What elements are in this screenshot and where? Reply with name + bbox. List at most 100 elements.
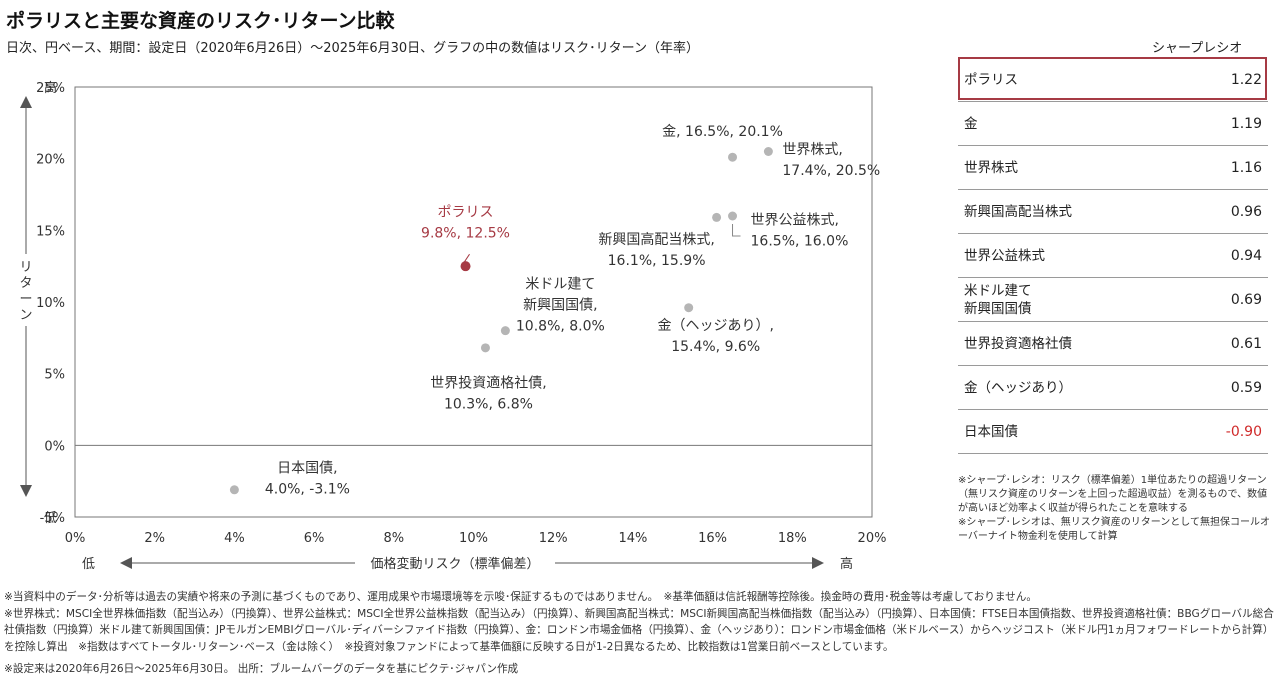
sharpe-row-name: ポラリス [964,71,1018,88]
point-label: 世界公益株式, [751,213,839,229]
sharpe-row-name: 世界公益株式 [964,247,1045,264]
x-tick-label: 2% [144,531,165,546]
data-point [763,147,773,156]
sharpe-ratio-notes: ※シャープ･レシオ：リスク（標準偏差）1単位あたりの超過リターン（無リスク資産の… [958,474,1274,544]
sharpe-note: ※シャープ･レシオは、無リスク資産のリターンとして無担保コールオーバーナイト物金… [958,517,1270,542]
x-axis-arrow-head-left [120,557,132,569]
page-title: ポラリスと主要な資産のリスク･リターン比較 [6,10,395,32]
y-tick-label: 0% [44,439,65,454]
sharpe-row: 米ドル建て 新興国国債 0.69 [958,278,1268,322]
point-label: 日本国債, [277,460,337,476]
y-tick-label: 25% [36,81,65,96]
y-tick-label: 5% [44,368,65,383]
sharpe-ratio-table: ポラリス 1.22 金 1.19 世界株式 1.16 新興国高配当株式 0.96 世界公益株式 0… [958,58,1268,454]
point-label: 金, 16.5%, 20.1% [662,124,783,140]
point-label: 16.1%, 15.9% [608,253,706,269]
sharpe-row: ポラリス 1.22 [958,58,1268,102]
sharpe-highlight-frame [958,57,1267,100]
sharpe-row: 世界投資適格社債 0.61 [958,322,1268,366]
x-tick-label: 16% [698,531,727,546]
data-point [728,152,738,162]
point-label: 米ドル建て [525,277,595,293]
data-point [229,485,239,495]
y-tick-label: 10% [36,296,65,311]
point-label: 金（ヘッジあり）, [657,318,773,334]
footnote: ※世界株式：MSCI全世界株価指数（配当込み）（円換算）、世界公益株式：MSCI… [4,607,1274,653]
sharpe-row-value: 1.22 [1230,71,1262,88]
x-tick-label: 8% [383,531,404,546]
point-label: 10.3%, 6.8% [444,396,533,412]
x-tick-label: 14% [618,531,647,546]
footnotes: ※当資料中のデータ･分析等は過去の実績や将来の予測に基づくものであり、運用成果や… [4,589,1276,678]
sharpe-row-value: 0.59 [1230,379,1262,396]
x-axis-low-label: 低 [82,557,95,572]
x-tick-label: 18% [778,531,807,546]
point-label: 9.8%, 12.5% [421,226,510,242]
y-axis-arrow-head-up [20,96,32,108]
point-label: 世界投資適格社債, [430,374,546,391]
sharpe-row-name: 金 [964,115,978,132]
sharpe-row: 日本国債 -0.90 [958,410,1268,454]
x-tick-label: 6% [304,531,325,546]
sharpe-row: 世界公益株式 0.94 [958,234,1268,278]
sharpe-row-value: 1.19 [1230,115,1262,132]
y-axis-label: リターン [19,260,32,323]
sharpe-row: 金 1.19 [958,102,1268,146]
x-axis-high-label: 高 [840,556,853,572]
y-axis-high-label: 高 [44,80,57,96]
y-tick-label: -5% [40,511,65,526]
point-label: 17.4%, 20.5% [782,163,880,179]
sharpe-row-value: 0.96 [1230,203,1262,220]
data-point [684,303,694,313]
sharpe-row-value: 0.69 [1230,291,1262,308]
y-axis-label-bg [16,254,36,326]
x-tick-label: 0% [65,531,86,546]
sharpe-note: ※シャープ･レシオ：リスク（標準偏差）1単位あたりの超過リターン（無リスク資産の… [958,475,1268,514]
x-tick-label: 20% [858,531,887,546]
sharpe-row-name: 米ドル建て 新興国国債 [964,282,1032,317]
sharpe-row: 金（ヘッジあり） 0.59 [958,366,1268,410]
y-tick-label: 20% [36,153,65,168]
sharpe-row-name: 世界投資適格社債 [964,335,1072,352]
x-tick-label: 10% [459,531,488,546]
sharpe-row-name: 世界株式 [964,159,1018,176]
point-label: ポラリス [438,205,494,221]
point-label: 新興国国債, [523,298,597,314]
sharpe-row-value: 1.16 [1230,159,1262,176]
sharpe-row-value: 0.61 [1230,335,1262,352]
page-subtitle: 日次、円ベース、期間：設定日（2020年6月26日）～2025年6月30日、グラ… [6,41,699,56]
data-point [500,326,510,336]
point-label: 16.5%, 16.0% [751,234,849,250]
y-axis-low-label: 低 [44,511,57,526]
data-point [460,261,471,272]
data-point [728,211,738,221]
point-label: 10.8%, 8.0% [516,319,605,335]
y-axis-arrow-head-down [20,485,32,497]
x-axis-label: 価格変動リスク（標準偏差） [370,556,539,572]
footnote: ※設定来は2020年6月26日～2025年6月30日。 出所：ブルームバーグのデ… [4,663,519,675]
x-tick-label: 12% [539,531,568,546]
plot-frame [74,86,873,518]
point-leader-line [463,253,470,264]
sharpe-row: 世界株式 1.16 [958,146,1268,190]
point-label: 世界株式, [782,142,842,158]
data-point [712,212,722,222]
x-axis-arrow-head-right [812,557,824,569]
sharpe-row: 新興国高配当株式 0.96 [958,190,1268,234]
sharpe-ratio-title: シャープレシオ [1152,41,1243,56]
risk-return-scatter-chart: -5%0%5%10%15%20%25%0% 2% 4% 6% 8% 10% 12% 14% 16… [16,80,887,573]
x-axis-label-bg [355,553,555,573]
point-label: 新興国高配当株式, [598,231,714,248]
sharpe-row-value: 0.94 [1230,247,1262,264]
sharpe-row-name: 新興国高配当株式 [964,203,1072,220]
data-point [480,343,490,353]
point-leader-line [732,224,741,237]
footnote: ※当資料中のデータ･分析等は過去の実績や将来の予測に基づくものであり、運用成果や… [4,591,1037,603]
sharpe-row-value: -0.90 [1225,423,1262,440]
point-label: 15.4%, 9.6% [671,339,760,355]
sharpe-row-name: 金（ヘッジあり） [964,379,1072,396]
y-tick-label: 15% [36,224,65,239]
point-label: 4.0%, -3.1% [265,481,350,497]
sharpe-row-name: 日本国債 [964,423,1018,440]
x-tick-label: 4% [224,531,245,546]
